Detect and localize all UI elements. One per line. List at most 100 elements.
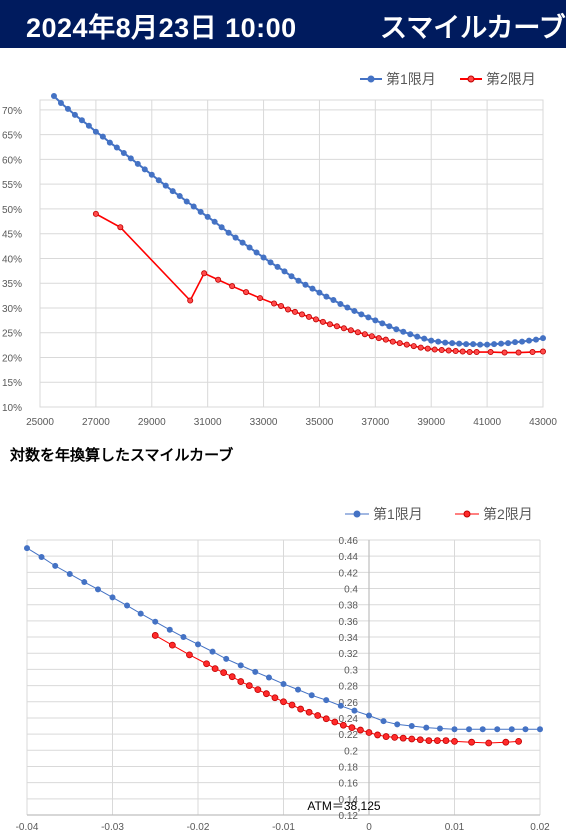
chart2-point <box>331 718 339 726</box>
chart1-point <box>400 328 407 335</box>
chart2-point <box>502 738 510 746</box>
chart2-point <box>245 682 253 689</box>
chart1-series-line <box>53 95 544 346</box>
chart2-point <box>357 726 364 734</box>
chart2-point <box>451 737 458 745</box>
chart1-point <box>421 335 428 342</box>
chart2-point <box>166 626 173 633</box>
chart1-point <box>271 300 278 307</box>
chart1-point <box>64 105 71 112</box>
chart1-point <box>257 295 264 302</box>
chart1-point <box>204 213 211 220</box>
chart1-point <box>463 341 470 348</box>
chart2-y-tick-label: 0.34 <box>339 633 359 644</box>
chart1-point <box>267 259 274 266</box>
chart1-point <box>540 335 546 342</box>
chart2-point <box>436 725 443 732</box>
chart1-point <box>309 285 316 292</box>
chart1-point <box>431 346 438 353</box>
chart2-point <box>442 737 450 744</box>
chart1-point <box>389 338 396 345</box>
chart1-point <box>428 337 435 344</box>
chart2-point <box>416 736 424 744</box>
chart2-point <box>408 723 415 730</box>
chart1-point <box>505 340 512 347</box>
chart1-point <box>519 338 526 345</box>
annualized-log-smile-chart: 対数を年換算したスマイルカーブ -0.04 -0.03 -0.02 -0.01 0 0.0… <box>9 446 550 830</box>
chart2-point <box>228 673 236 681</box>
chart1-point <box>330 297 337 304</box>
chart1-point <box>487 349 494 356</box>
chart1-point <box>347 327 354 334</box>
chart1-point <box>354 329 361 336</box>
chart2-y-tick-label: 0.26 <box>339 698 359 709</box>
chart1-y-tick-label: 70% <box>2 106 22 117</box>
chart2-point <box>351 707 358 714</box>
atm-annotation: ATM＝38,125 <box>307 799 380 813</box>
chart1-point <box>295 277 302 284</box>
chart2-point <box>515 737 523 745</box>
chart2-point <box>468 738 476 746</box>
chart1-point <box>99 133 106 140</box>
chart2-point <box>308 692 315 699</box>
chart2-point <box>137 610 144 617</box>
chart2-y-tick-label: 0.32 <box>339 649 359 660</box>
chart1-point <box>246 244 253 251</box>
chart2-point <box>297 705 305 713</box>
chart2-x-tick-label: 0.02 <box>530 822 550 830</box>
chart2-point <box>262 690 270 698</box>
chart1-point <box>386 323 393 330</box>
chart2-point <box>94 586 101 593</box>
chart1-point <box>340 325 347 332</box>
chart1-point <box>470 341 477 348</box>
chart1-point <box>319 318 326 325</box>
chart1-point <box>407 331 414 338</box>
chart1-point <box>253 249 260 256</box>
chart1-point <box>312 316 319 323</box>
chart2-point <box>254 686 262 694</box>
chart1-point <box>274 263 281 270</box>
chart1-point <box>473 349 480 356</box>
chart1-point <box>305 313 312 320</box>
chart2-x-tick-label: -0.04 <box>16 822 39 830</box>
chart2-point <box>522 726 529 733</box>
chart1-y-tick-label: 25% <box>2 329 22 340</box>
chart1-point <box>239 239 246 246</box>
chart2-point <box>271 694 279 702</box>
chart2-point <box>451 726 458 733</box>
chart1-point <box>106 139 113 146</box>
chart1-point <box>379 320 386 327</box>
chart2-point <box>380 718 387 725</box>
chart2-point <box>337 702 344 709</box>
chart2-y-tick-label: 0.42 <box>339 568 359 579</box>
chart1-point <box>438 347 445 354</box>
chart1-point <box>197 208 204 215</box>
chart1-point <box>176 193 183 200</box>
chart2-y-tick-label: 0.44 <box>339 552 359 563</box>
chart1-y-tick-label: 35% <box>2 279 22 290</box>
chart2-point <box>423 724 430 731</box>
chart1-point <box>57 99 64 106</box>
chart1-point <box>288 273 295 280</box>
chart2-point <box>485 739 493 747</box>
chart1-point <box>442 339 449 346</box>
chart1-point <box>396 340 403 347</box>
chart1-point <box>501 349 508 356</box>
chart1-point <box>278 302 285 309</box>
chart2-point <box>109 594 116 601</box>
chart1-point <box>417 344 424 351</box>
chart2-y-tick-label: 0.36 <box>339 617 359 628</box>
chart1-point <box>187 297 194 304</box>
chart1-point <box>515 349 522 356</box>
chart1-point <box>393 326 400 333</box>
header-bar: 2024年8月23日 10:00 スマイルカーブ <box>0 0 566 48</box>
chart1-point <box>148 171 155 178</box>
chart1-point <box>285 306 292 313</box>
chart1-y-tick-label: 55% <box>2 180 22 191</box>
chart1-point <box>445 347 452 354</box>
chart1-point <box>78 117 85 124</box>
chart2-title: 対数を年換算したスマイルカーブ <box>9 446 233 464</box>
chart2-point <box>180 634 187 641</box>
date-time: 2024年8月23日 10:00 <box>26 13 297 43</box>
chart1-y-tick-label: 50% <box>2 205 22 216</box>
